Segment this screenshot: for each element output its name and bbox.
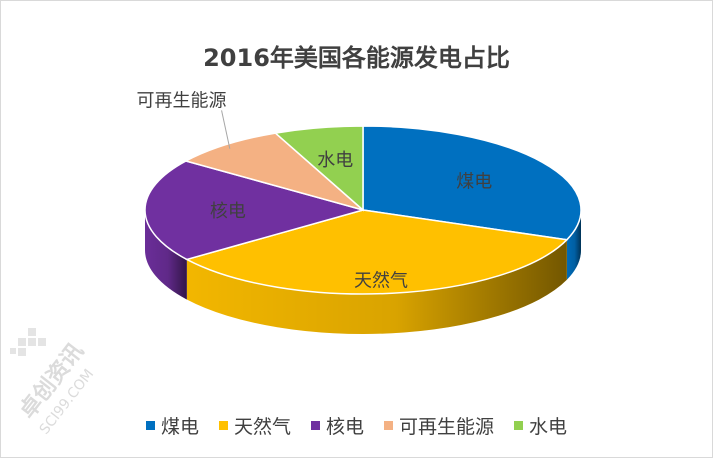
watermark-logo: 卓创资讯 SCI99.COM [10,328,97,438]
pie-slice-nuclear [144,160,366,261]
legend-item-coal: 煤电 [145,412,199,439]
pie-label-hydro: 水电 [317,150,353,171]
pie-side-shade-nuclear [145,210,187,300]
legend-item-hydro: 水电 [514,412,567,439]
legend: 煤电 天然气 核电 可再生能源 水电 [0,412,713,439]
legend-label-nuclear: 核电 [325,416,364,438]
legend-swatch-hydro [514,421,524,430]
pie-label-nuclear: 核电 [210,201,246,222]
legend-swatch-nuclear [310,421,320,430]
pie-slice-coal [362,125,582,241]
legend-swatch-renewable [384,421,393,430]
legend-item-gas: 天然气 [218,412,291,439]
pie-side-shade-gas [186,239,567,334]
pie-slices [144,125,582,295]
legend-label-hydro: 水电 [529,416,568,438]
legend-item-nuclear: 核电 [310,412,364,439]
watermark-grid-icon [10,328,46,356]
pie-side-shade-coal [566,210,581,280]
legend-swatch-coal [145,421,155,430]
pie-label-renewable: 可再生能源 [137,90,227,111]
pie-leader-line-renewable [221,110,231,149]
legend-label-renewable: 可再生能源 [399,416,495,438]
pie-slice-renewable [183,132,364,211]
pie-label-gas: 天然气 [354,271,408,292]
pie-slice-hydro [273,125,364,212]
pie-sides [145,210,581,334]
legend-label-gas: 天然气 [233,416,291,438]
legend-label-coal: 煤电 [160,416,199,438]
pie-slice-gas [184,209,569,295]
legend-item-renewable: 可再生能源 [384,412,494,439]
chart-title: 2016年美国各能源发电占比 [203,44,510,72]
pie-label-coal: 煤电 [456,171,492,192]
legend-swatch-gas [218,421,228,430]
